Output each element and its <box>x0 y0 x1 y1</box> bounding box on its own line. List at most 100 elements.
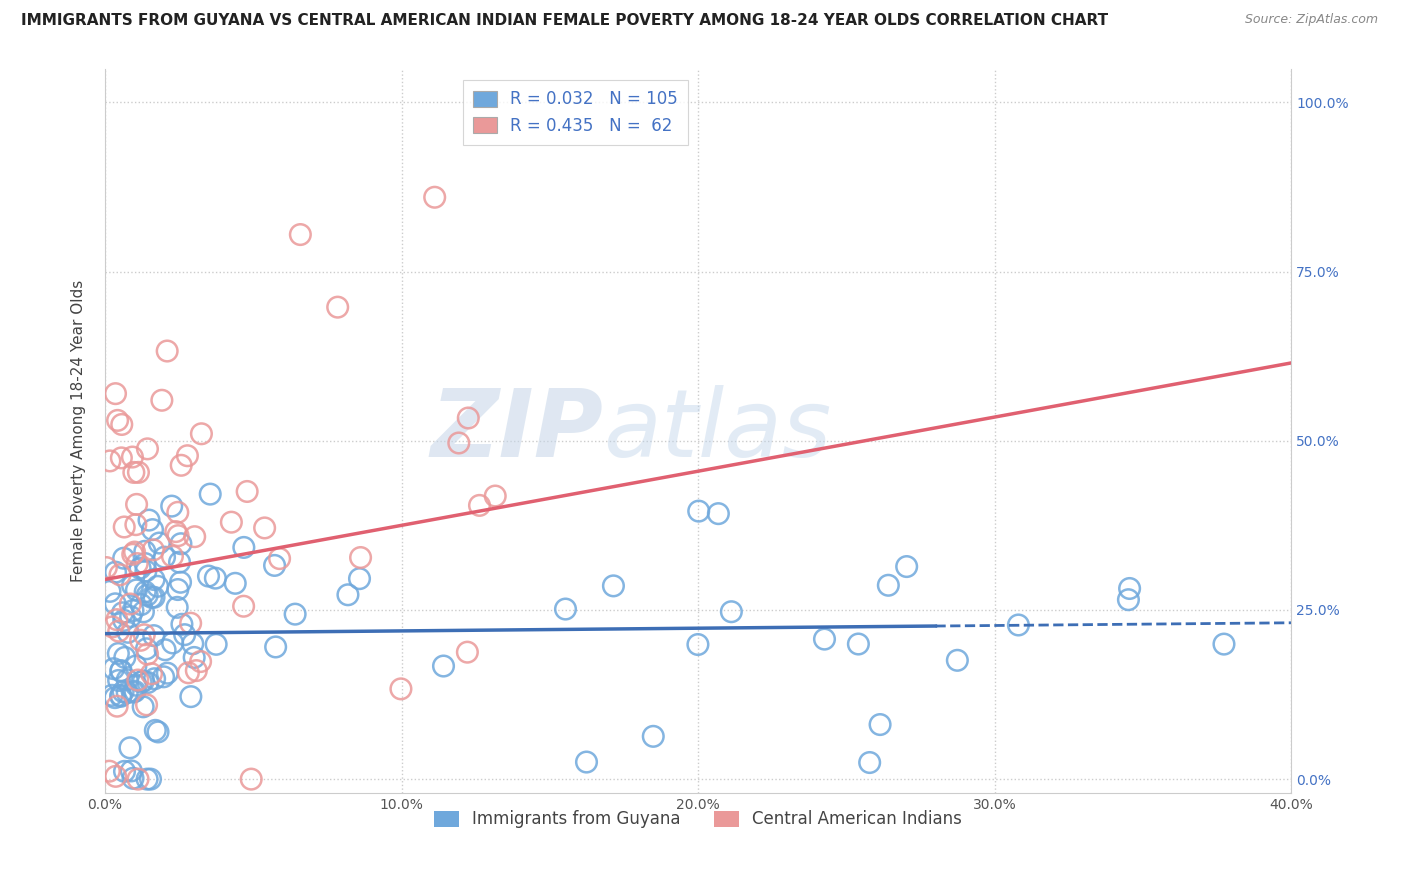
Point <box>129 598 152 612</box>
Point <box>197 569 219 583</box>
Point <box>468 499 491 513</box>
Point <box>813 632 835 646</box>
Point <box>290 227 312 242</box>
Point <box>326 300 349 314</box>
Point <box>142 629 165 643</box>
Point <box>869 717 891 731</box>
Point <box>176 449 198 463</box>
Point <box>124 684 146 698</box>
Point <box>107 647 129 661</box>
Point <box>143 723 166 738</box>
Point <box>110 690 132 704</box>
Point <box>136 772 159 786</box>
Point <box>114 650 136 665</box>
Point <box>148 536 170 550</box>
Point <box>112 613 135 627</box>
Point <box>104 386 127 401</box>
Point <box>134 544 156 558</box>
Point <box>146 725 169 739</box>
Point <box>263 558 285 573</box>
Point <box>112 520 135 534</box>
Point <box>115 673 138 687</box>
Point <box>135 698 157 712</box>
Point <box>110 664 132 678</box>
Point <box>162 549 184 564</box>
Point <box>686 638 709 652</box>
Point <box>107 673 129 688</box>
Point <box>134 628 156 642</box>
Point <box>121 547 143 561</box>
Point <box>122 603 145 617</box>
Point <box>432 659 454 673</box>
Point <box>138 513 160 527</box>
Point <box>136 675 159 690</box>
Point <box>240 772 263 786</box>
Point <box>186 664 208 678</box>
Point <box>180 690 202 704</box>
Point <box>284 607 307 622</box>
Point <box>1213 637 1236 651</box>
Point <box>98 584 121 599</box>
Point <box>173 628 195 642</box>
Point <box>150 393 173 408</box>
Point <box>132 605 155 619</box>
Point <box>121 578 143 592</box>
Point <box>134 584 156 599</box>
Point <box>135 564 157 578</box>
Point <box>221 515 243 529</box>
Text: IMMIGRANTS FROM GUYANA VS CENTRAL AMERICAN INDIAN FEMALE POVERTY AMONG 18-24 YEA: IMMIGRANTS FROM GUYANA VS CENTRAL AMERIC… <box>21 13 1108 29</box>
Point <box>349 550 371 565</box>
Point <box>105 613 128 627</box>
Point <box>125 582 148 597</box>
Point <box>423 190 446 204</box>
Point <box>720 605 742 619</box>
Point <box>183 650 205 665</box>
Point <box>96 560 118 574</box>
Point <box>554 602 576 616</box>
Point <box>160 499 183 513</box>
Point <box>183 530 205 544</box>
Point <box>141 666 163 681</box>
Point <box>110 689 132 703</box>
Point <box>946 653 969 667</box>
Point <box>190 426 212 441</box>
Point <box>132 699 155 714</box>
Point <box>127 466 149 480</box>
Point <box>153 550 176 565</box>
Point <box>120 597 142 611</box>
Point <box>236 484 259 499</box>
Point <box>224 576 246 591</box>
Point <box>177 665 200 680</box>
Point <box>129 561 152 575</box>
Point <box>107 624 129 639</box>
Point <box>877 578 900 592</box>
Point <box>200 487 222 501</box>
Point <box>127 557 149 571</box>
Point <box>98 454 121 468</box>
Point <box>153 642 176 657</box>
Point <box>103 662 125 676</box>
Point <box>896 559 918 574</box>
Point <box>389 681 412 696</box>
Point <box>101 620 124 634</box>
Legend: Immigrants from Guyana, Central American Indians: Immigrants from Guyana, Central American… <box>427 804 969 835</box>
Point <box>143 672 166 686</box>
Point <box>170 458 193 473</box>
Point <box>129 633 152 648</box>
Point <box>166 582 188 597</box>
Point <box>104 597 127 611</box>
Point <box>141 591 163 605</box>
Point <box>457 411 479 425</box>
Point <box>349 572 371 586</box>
Point <box>120 764 142 778</box>
Point <box>120 609 142 624</box>
Point <box>110 664 132 678</box>
Point <box>125 517 148 532</box>
Point <box>1118 592 1140 607</box>
Point <box>122 466 145 480</box>
Point <box>107 413 129 427</box>
Point <box>456 645 478 659</box>
Point <box>143 591 166 605</box>
Point <box>253 521 276 535</box>
Point <box>170 537 193 551</box>
